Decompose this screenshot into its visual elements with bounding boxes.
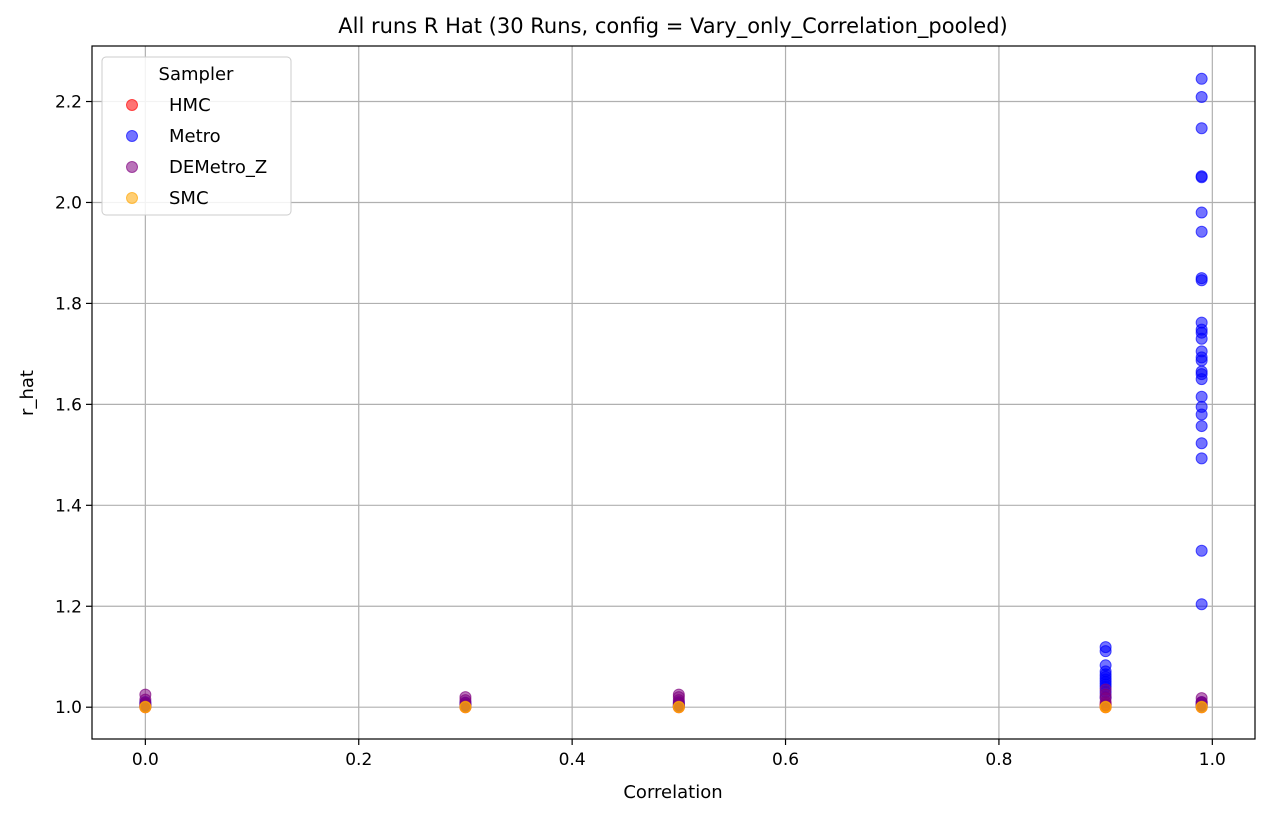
x-tick-label: 0.8	[985, 750, 1012, 770]
grid	[92, 46, 1255, 739]
legend-marker-hmc	[126, 99, 138, 111]
data-point-metro	[1195, 122, 1208, 135]
data-point-metro	[1195, 274, 1208, 287]
legend-label-smc: SMC	[169, 188, 209, 209]
y-tick-label: 1.6	[55, 395, 82, 415]
data-point-smc	[1195, 700, 1208, 713]
x-axis-label: Correlation	[623, 782, 722, 803]
x-tick-label: 0.4	[559, 750, 586, 770]
data-point-metro	[1195, 544, 1208, 557]
data-point-metro	[1195, 408, 1208, 421]
data-point-metro	[1195, 373, 1208, 386]
legend-box	[101, 56, 292, 216]
legend-marker-smc	[126, 192, 138, 204]
x-tick-label: 1.0	[1199, 750, 1226, 770]
x-tick-label: 0.6	[772, 750, 799, 770]
y-tick-label: 1.2	[55, 597, 82, 617]
data-point-metro	[1195, 332, 1208, 345]
data-point-metro	[1195, 90, 1208, 103]
legend-label-demetro-z: DEMetro_Z	[169, 157, 267, 178]
axis-ticks: 0.0 0.2 0.4 0.6 0.8 1.0 1.0 1.2 1.4 1.6 1.8 2.0 2.2	[55, 93, 1226, 770]
legend-title: Sampler	[159, 64, 234, 85]
legend-marker-metro	[126, 130, 138, 142]
data-points	[139, 72, 1208, 714]
data-point-metro	[1195, 598, 1208, 611]
axes-frame	[91, 45, 1256, 740]
data-point-metro	[1195, 452, 1208, 465]
legend: Sampler HMC Metro DEMetro_Z SMC	[101, 56, 292, 216]
data-point-metro	[1099, 645, 1112, 658]
legend-marker-demetro-z	[126, 161, 138, 173]
chart-title: All runs R Hat (30 Runs, config = Vary_o…	[338, 14, 1007, 39]
legend-entries: HMC Metro DEMetro_Z SMC	[126, 95, 267, 209]
data-point-metro	[1195, 206, 1208, 219]
data-point-metro	[1195, 225, 1208, 238]
y-tick-label: 2.2	[55, 93, 82, 113]
x-tick-label: 0.2	[345, 750, 372, 770]
data-point-smc	[1099, 700, 1112, 713]
data-point-metro	[1195, 420, 1208, 433]
legend-label-metro: Metro	[169, 126, 221, 147]
y-tick-label: 2.0	[55, 193, 82, 213]
y-axis-label: r_hat	[17, 370, 38, 416]
data-point-metro	[1195, 171, 1208, 184]
data-point-smc	[139, 700, 152, 713]
data-point-metro	[1195, 437, 1208, 450]
data-point-metro	[1195, 390, 1208, 403]
data-point-metro	[1195, 72, 1208, 85]
y-tick-label: 1.4	[55, 496, 82, 516]
data-point-smc	[672, 700, 685, 713]
legend-label-hmc: HMC	[169, 95, 211, 116]
y-tick-label: 1.0	[55, 698, 82, 718]
data-point-metro	[1195, 354, 1208, 367]
data-point-smc	[459, 700, 472, 713]
y-tick-label: 1.8	[55, 294, 82, 314]
x-tick-label: 0.0	[132, 750, 159, 770]
